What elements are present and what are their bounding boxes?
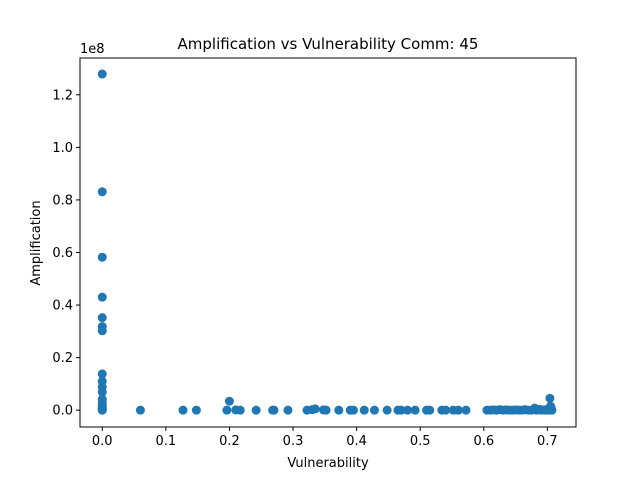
y-tick-label: 0.4 [52,299,73,314]
data-point [97,187,107,197]
data-point [97,405,107,415]
data-point [402,405,412,415]
y-axis-label: Amplification [29,200,44,285]
data-point [251,405,261,415]
data-point [269,405,279,415]
data-point [97,292,107,302]
data-point [410,405,420,415]
plot-frame [79,57,577,428]
data-point [547,405,557,415]
data-point [334,405,344,415]
data-point [135,405,145,415]
y-axis-ticks: 0.0 0.2 0.4 0.6 0.8 1.0 1.2 [52,88,80,419]
data-point [382,405,392,415]
data-point [348,405,358,415]
data-point [310,404,320,414]
x-tick-label: 0.4 [346,434,367,449]
y-tick-label: 1.0 [52,141,73,156]
x-tick-label: 0.2 [219,434,240,449]
data-point [441,405,451,415]
data-point [359,405,369,415]
chart-title: Amplification vs Vulnerability Comm: 45 [178,35,479,53]
data-point [425,405,435,415]
y-tick-label: 0.2 [52,351,73,366]
data-point [396,405,406,415]
data-points [97,69,557,415]
data-point [545,393,555,403]
y-offset-label: 1e8 [80,42,105,57]
data-point [97,387,107,397]
data-point [97,69,107,79]
y-tick-label: 0.8 [52,193,73,208]
data-point [369,405,379,415]
data-point [97,313,107,323]
x-axis-ticks: 0.0 0.1 0.2 0.3 0.4 0.5 0.6 0.7 [92,427,558,449]
data-point [283,405,293,415]
x-tick-label: 0.6 [473,434,494,449]
x-tick-label: 0.5 [410,434,431,449]
data-point [97,252,107,262]
data-point [321,405,331,415]
y-tick-label: 0.0 [52,404,73,419]
data-point [224,396,234,406]
data-point [461,405,471,415]
data-point [235,405,245,415]
x-tick-label: 0.3 [283,434,304,449]
x-tick-label: 0.1 [156,434,177,449]
data-point [453,405,463,415]
data-point [97,326,107,336]
data-point [222,405,232,415]
data-point [191,405,201,415]
data-point [97,369,107,379]
x-tick-label: 0.7 [537,434,558,449]
y-tick-label: 1.2 [52,88,73,103]
x-tick-label: 0.0 [92,434,113,449]
x-axis-label: Vulnerability [287,456,369,471]
y-tick-label: 0.6 [52,246,73,261]
data-point [178,405,188,415]
